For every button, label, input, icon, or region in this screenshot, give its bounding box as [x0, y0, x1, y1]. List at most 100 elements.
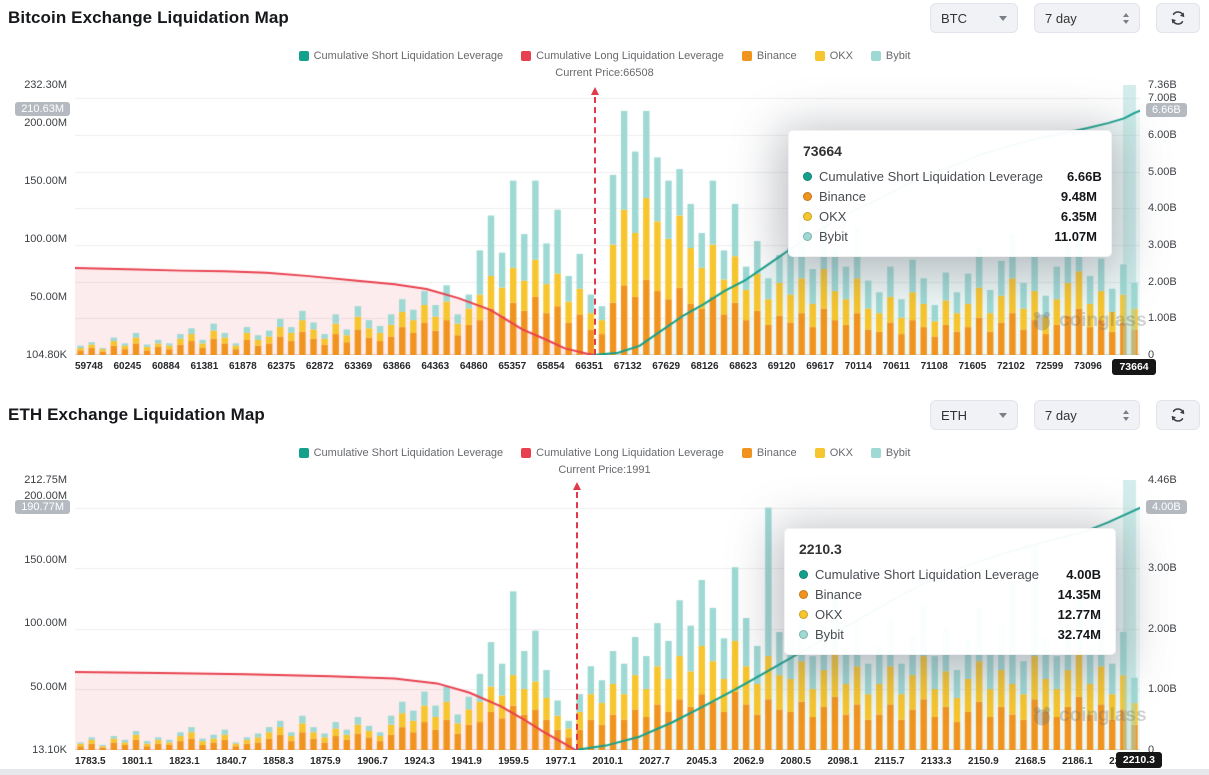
x-axis-label: 2010.1 — [592, 756, 623, 767]
legend-item[interactable]: Cumulative Short Liquidation Leverage — [298, 50, 503, 62]
tooltip-label: Bybit — [819, 229, 848, 244]
legend-label: Cumulative Long Liquidation Leverage — [536, 447, 724, 459]
x-axis-label: 2062.9 — [733, 756, 765, 767]
x-axis: 1783.5 1801.1 1823.1 1840.7 1858.3 1875.9 1906… — [75, 752, 1162, 770]
left-axis-label: 104.80K — [26, 349, 67, 361]
btc-chart-area: 232.30M 200.00M 150.00M 100.00M 50.00M 104.80… — [0, 79, 1209, 361]
symbol-select-value: ETH — [941, 407, 967, 423]
legend-item[interactable]: Cumulative Long Liquidation Leverage — [521, 447, 724, 459]
x-axis-label: 1977.1 — [545, 756, 576, 767]
timeframe-value: 7 day — [1045, 10, 1077, 26]
x-axis-label: 72599 — [1035, 361, 1064, 372]
x-axis-label: 70611 — [882, 361, 910, 372]
bybit-dot-icon — [803, 232, 812, 241]
left-axis-label: 100.00M — [24, 232, 67, 245]
x-axis-label: 2080.5 — [780, 756, 812, 767]
binance-dot-icon — [799, 590, 808, 599]
tooltip-label: Cumulative Short Liquidation Leverage — [815, 567, 1040, 582]
tooltip-row: Binance 9.48M — [803, 189, 1097, 204]
tooltip-series-name: Bybit — [803, 229, 848, 244]
timeframe-stepper[interactable]: 7 day — [1034, 400, 1140, 430]
chevron-down-icon — [999, 412, 1007, 418]
x-axis-label: 69617 — [806, 361, 835, 372]
x-axis-label: 71108 — [920, 361, 948, 372]
right-axis: 4.46B 3.00B 2.00B 1.00B 0 4.00B — [1146, 474, 1208, 756]
page-title: Bitcoin Exchange Liquidation Map — [8, 8, 289, 27]
legend-label: Cumulative Long Liquidation Leverage — [536, 50, 724, 62]
legend-item[interactable]: Bybit — [870, 50, 910, 62]
x-axis-label: 68126 — [690, 361, 719, 372]
bybit-swatch-icon — [870, 51, 881, 61]
refresh-button[interactable] — [1156, 400, 1200, 430]
x-axis-label: 63369 — [344, 361, 373, 372]
spinner-icon — [1123, 409, 1129, 421]
tooltip-series-name: Cumulative Short Liquidation Leverage — [799, 567, 1039, 582]
tooltip-row: Cumulative Short Liquidation Leverage 4.0… — [799, 567, 1101, 582]
legend-item[interactable]: Binance — [741, 447, 797, 459]
symbol-select[interactable]: ETH — [930, 400, 1018, 430]
x-axis-label: 2045.3 — [686, 756, 717, 767]
x-axis-label: 1823.1 — [169, 756, 200, 767]
legend-item[interactable]: Cumulative Long Liquidation Leverage — [521, 50, 724, 62]
x-axis-label: 67629 — [652, 361, 681, 372]
left-axis-label: 100.00M — [24, 617, 67, 630]
legend: Cumulative Short Liquidation Leverage Cum… — [0, 50, 1209, 62]
x-axis-label: 60884 — [151, 361, 180, 372]
right-axis-label: 0 — [1148, 349, 1155, 361]
legend-label: OKX — [829, 50, 853, 62]
x-axis-label: 63866 — [382, 361, 411, 372]
legend-item[interactable]: OKX — [814, 447, 853, 459]
tooltip-series-name: Binance — [799, 587, 862, 602]
left-axis-label: 50.00M — [30, 290, 67, 303]
tooltip-value: 14.35M — [1057, 587, 1101, 602]
left-axis-label: 13.10K — [32, 744, 67, 756]
left-axis-label: 50.00M — [30, 680, 67, 693]
tooltip-series-name: OKX — [799, 607, 842, 622]
x-axis-label: 70114 — [844, 361, 872, 372]
bottom-divider — [0, 769, 1209, 775]
x-axis-label: 2150.9 — [968, 756, 999, 767]
tooltip-series-name: OKX — [803, 209, 846, 224]
tooltip-value: 6.66B — [1067, 169, 1102, 184]
legend-item[interactable]: Bybit — [870, 447, 910, 459]
chevron-down-icon — [999, 15, 1007, 21]
legend-item[interactable]: Cumulative Short Liquidation Leverage — [298, 447, 504, 459]
bybit-swatch-icon — [870, 448, 881, 458]
legend-label: Cumulative Short Liquidation Leverage — [313, 447, 504, 459]
tooltip-value: 32.74M — [1057, 627, 1101, 642]
tooltip-label: Cumulative Short Liquidation Leverage — [819, 169, 1044, 184]
legend-item[interactable]: Binance — [741, 50, 797, 62]
x-axis-label: 1959.5 — [498, 756, 529, 767]
x-axis-label: 2168.5 — [1015, 756, 1046, 767]
tooltip-row: Bybit 32.74M — [799, 627, 1101, 642]
right-axis-label: 4.00B — [1148, 202, 1177, 215]
timeframe-value: 7 day — [1045, 407, 1077, 423]
legend-label: Binance — [756, 447, 797, 459]
refresh-button[interactable] — [1156, 3, 1200, 33]
right-axis-label: 5.00B — [1148, 165, 1177, 178]
left-axis-label: 200.00M — [24, 490, 67, 503]
symbol-select[interactable]: BTC — [930, 3, 1018, 33]
chart-tooltip: 2210.3 Cumulative Short Liquidation Leve… — [784, 528, 1116, 655]
btc-liquidation-panel: Bitcoin Exchange Liquidation Map BTC 7 d… — [0, 3, 1209, 375]
okx-dot-icon — [799, 610, 808, 619]
timeframe-stepper[interactable]: 7 day — [1034, 3, 1140, 33]
x-axis-label: 2133.3 — [921, 756, 952, 767]
x-axis-label: 72102 — [996, 361, 1025, 372]
left-axis-badge: 190.77M — [15, 499, 70, 514]
tooltip-rows: Cumulative Short Liquidation Leverage 4.0… — [799, 567, 1101, 642]
tooltip-series-name: Bybit — [799, 627, 844, 642]
arrow-up-icon — [572, 482, 581, 490]
legend-item[interactable]: OKX — [814, 50, 853, 62]
x-axis-badge: 2210.3 — [1115, 752, 1162, 768]
tooltip-value: 12.77M — [1057, 607, 1101, 622]
tooltip-label: OKX — [815, 607, 843, 622]
x-axis-label: 64363 — [421, 361, 450, 372]
tooltip-value: 9.48M — [1060, 189, 1097, 204]
tooltip-series-name: Cumulative Short Liquidation Leverage — [803, 169, 1043, 184]
x-axis-label: 1801.1 — [122, 756, 153, 767]
right-axis-badge: 4.00B — [1146, 499, 1187, 514]
x-axis-label: 61381 — [190, 361, 219, 372]
left-axis-label: 150.00M — [24, 174, 67, 187]
x-axis-label: 59748 — [75, 361, 103, 372]
